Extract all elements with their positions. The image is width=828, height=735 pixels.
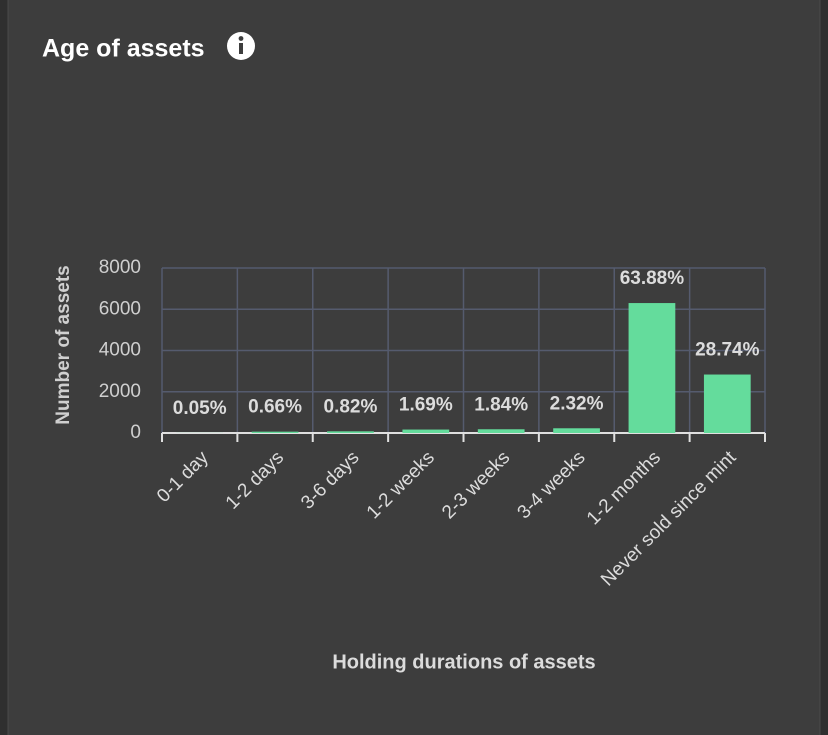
data-label: 1.69% [399,395,453,416]
x-axis-label: Holding durations of assets [332,651,595,673]
chart-title: Age of assets [42,35,205,63]
bar [553,428,600,433]
card-background [7,0,821,735]
data-label: 0.05% [173,398,227,419]
y-tick-label: 0 [130,422,141,443]
data-label: 0.82% [324,396,378,417]
bar [628,303,676,433]
y-tick-label: 6000 [99,298,141,319]
data-label: 28.74% [695,340,760,361]
info-icon-dot [238,36,244,41]
data-label: 63.88% [620,268,685,289]
bar [402,429,450,433]
bar [327,431,374,433]
data-label: 0.66% [248,397,302,418]
bar [703,374,751,433]
y-axis-label: Number of assets [53,265,74,424]
info-icon[interactable] [227,32,255,60]
data-label: 1.84% [474,394,528,415]
y-tick-label: 4000 [99,340,141,361]
bar [477,429,525,433]
data-label: 2.32% [550,393,604,414]
bar [251,431,299,433]
info-icon-bar [239,43,243,54]
y-tick-label: 8000 [99,257,141,278]
y-tick-label: 2000 [99,381,141,402]
